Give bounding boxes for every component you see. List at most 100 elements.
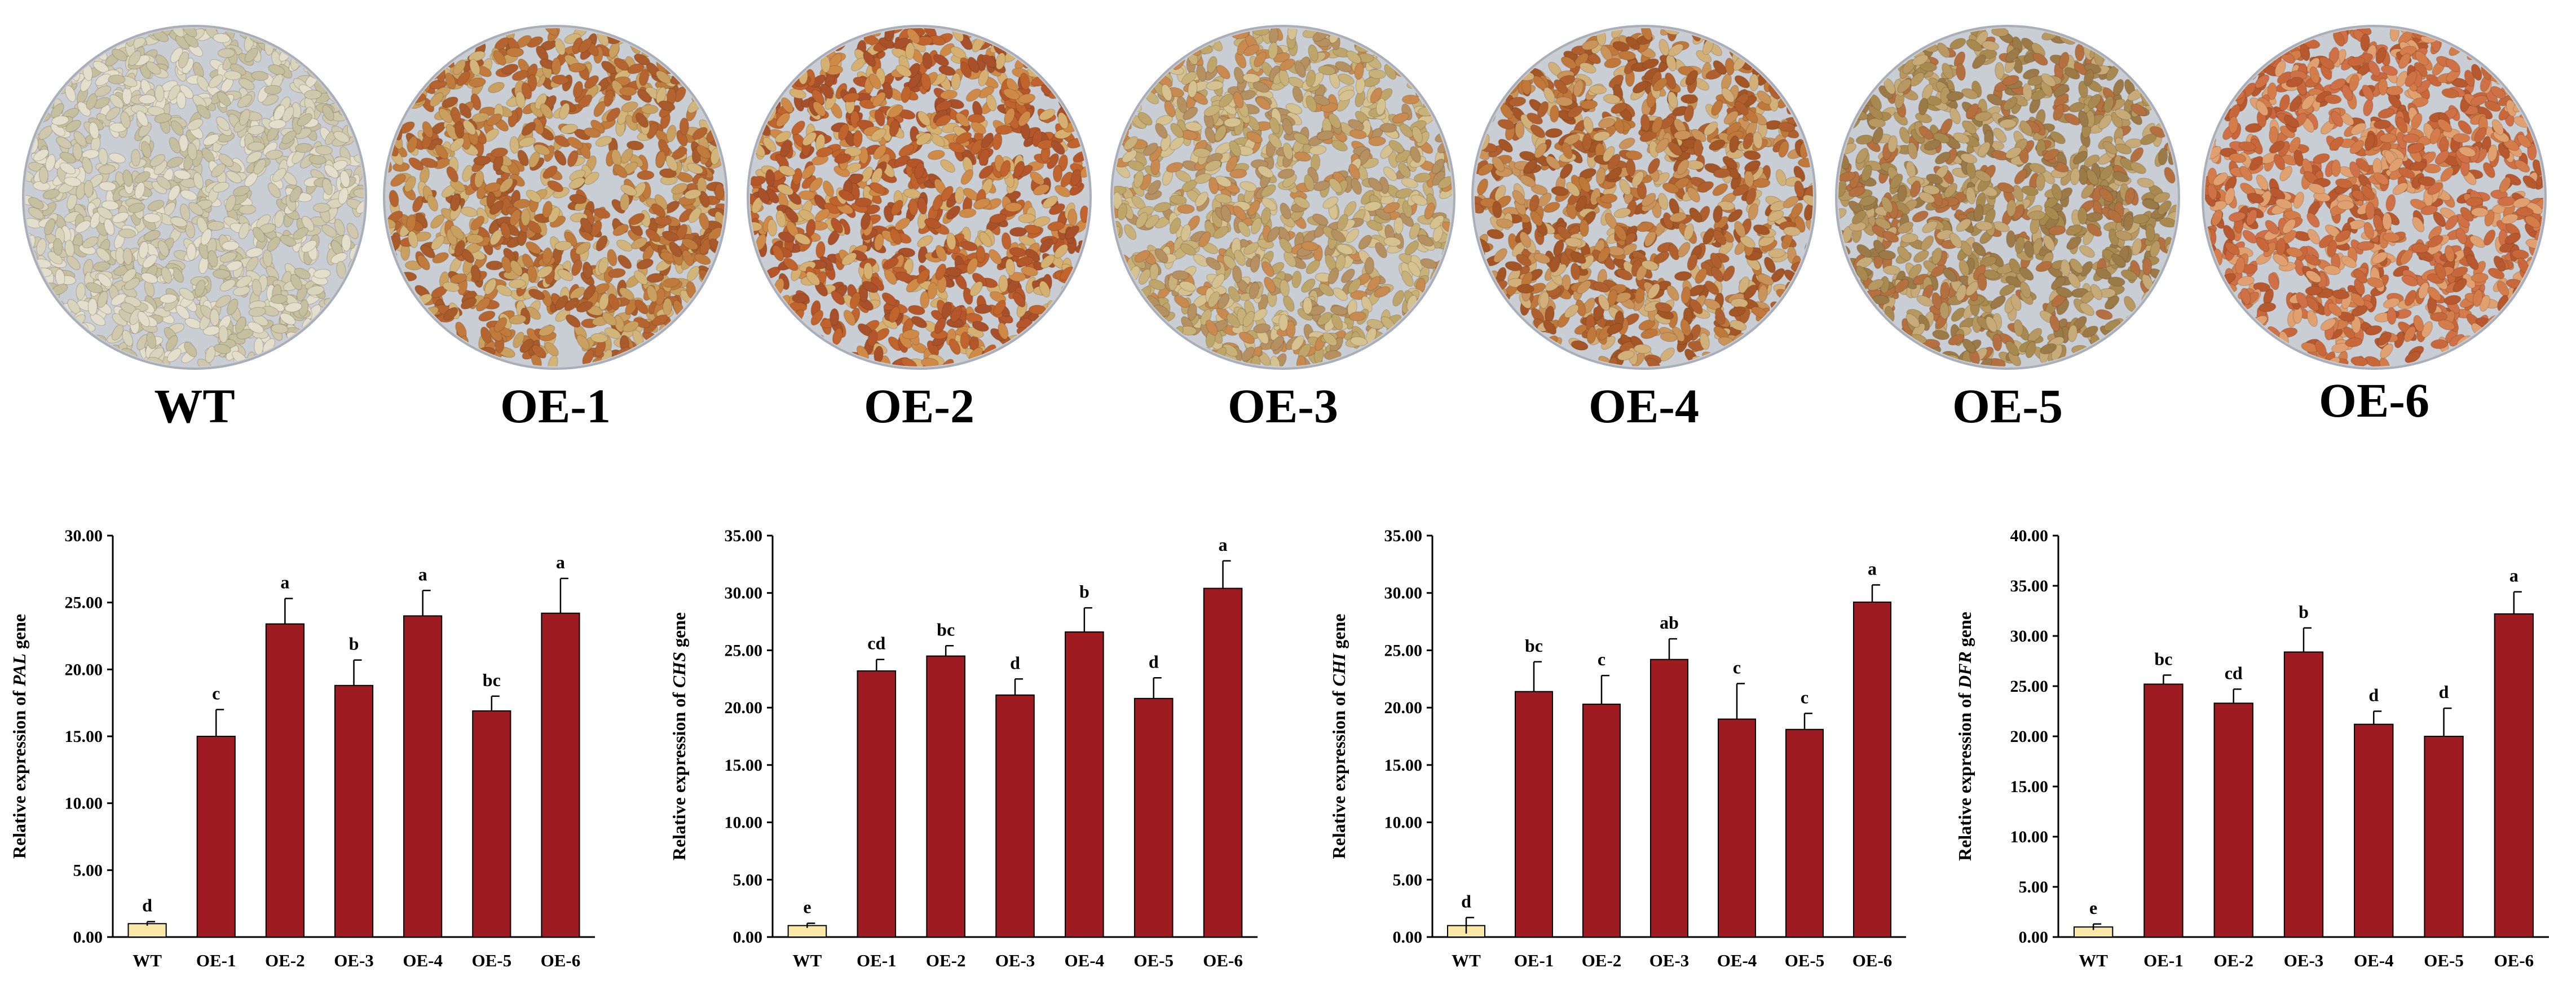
significance-letter: a [556,552,565,572]
significance-letter: d [142,895,152,916]
x-tick-label: OE-4 [403,951,443,970]
y-tick-label: 25.00 [1384,641,1423,660]
x-tick-label: WT [793,951,822,970]
x-tick-label: OE-6 [1852,951,1893,970]
y-tick-label: 40.00 [2010,527,2049,545]
significance-letter: a [1868,558,1877,578]
x-tick-label: OE-4 [1717,951,1757,970]
y-tick-label: 10.00 [65,794,103,813]
significance-letter: bc [2154,648,2172,669]
significance-letter: bc [1525,635,1543,656]
significance-letter: e [2089,898,2097,918]
x-tick-label: OE-6 [1203,951,1243,970]
y-tick-label: 10.00 [725,814,763,832]
y-tick-label: 15.00 [65,727,103,746]
x-tick-label: OE-3 [334,951,374,970]
x-tick-label: OE-2 [1582,951,1622,970]
y-tick-label: 15.00 [2010,777,2049,796]
y-tick-label: 20.00 [2010,727,2049,746]
x-tick-label: OE-2 [2213,951,2253,970]
y-tick-label: 0.00 [2019,928,2049,947]
bar-oe-2 [1583,704,1620,937]
bar-oe-2 [927,656,965,937]
y-tick-label: 25.00 [725,641,763,660]
seed-label-oe-3: OE-3 [1125,378,1441,434]
y-tick-label: 0.00 [1393,928,1423,947]
significance-letter: ab [1660,612,1679,633]
x-tick-label: OE-2 [926,951,966,970]
y-axis-label: Relative expression of PAL gene [9,614,29,859]
x-tick-label: OE-1 [196,951,236,970]
x-tick-label: WT [1452,951,1481,970]
x-tick-label: OE-5 [471,951,511,970]
significance-letter: b [1079,581,1089,602]
significance-letter: d [1461,891,1471,911]
seed-dish-oe-4 [1458,11,1830,383]
significance-letter: bc [937,619,955,639]
significance-letter: a [418,564,427,584]
significance-letter: b [2299,602,2309,622]
y-tick-label: 30.00 [65,527,103,545]
bar-oe-1 [2144,684,2182,937]
seed-label-oe-6: OE-6 [2216,372,2532,428]
x-tick-label: OE-1 [1514,951,1554,970]
x-tick-label: OE-3 [1649,951,1690,970]
x-tick-label: OE-1 [2143,951,2184,970]
y-tick-label: 10.00 [1384,814,1423,832]
y-tick-label: 25.00 [65,594,103,612]
x-tick-label: OE-5 [2424,951,2464,970]
significance-letter: d [1149,651,1159,671]
y-tick-label: 20.00 [65,660,103,679]
y-tick-label: 35.00 [1384,527,1423,545]
seed-label-oe-1: OE-1 [398,378,713,434]
significance-letter: c [212,683,220,704]
bar-oe-4 [2354,724,2393,937]
bar-oe-6 [2495,614,2533,937]
y-tick-label: 30.00 [725,584,763,603]
y-tick-label: 0.00 [733,928,763,947]
bar-oe-5 [1135,699,1173,937]
y-axis-label: Relative expression of CHS gene [669,612,689,860]
bar-oe-6 [1204,589,1242,937]
bar-oe-2 [2215,703,2253,937]
y-axis-label: Relative expression of DFR gene [1955,612,1975,861]
bar-oe-5 [2424,736,2463,937]
significance-letter: c [1733,657,1741,677]
y-tick-label: 35.00 [725,527,763,545]
bar-oe-2 [266,624,304,937]
seed-label-oe-2: OE-2 [761,378,1077,434]
bar-oe-1 [858,671,896,937]
seed-label-oe-4: OE-4 [1486,378,1802,434]
bar-oe-4 [1065,632,1104,937]
seed-dish-oe-5 [1821,11,2194,383]
seed-dish-oe-6 [2188,11,2560,383]
significance-letter: c [1801,687,1809,707]
bar-oe-3 [335,686,373,937]
y-tick-label: 0.00 [73,928,103,947]
bar-oe-3 [1651,660,1688,937]
bar-oe-4 [1718,719,1755,937]
bar-oe-3 [2284,652,2323,937]
bar-oe-3 [996,695,1034,937]
y-tick-label: 35.00 [2010,577,2049,595]
significance-letter: cd [867,633,885,653]
x-tick-label: WT [133,951,162,970]
seed-dish-oe-3 [1097,11,1469,383]
significance-letter: d [2368,685,2379,705]
seed-dish-oe-1 [369,11,742,383]
significance-letter: cd [2225,662,2243,683]
significance-letter: a [1219,534,1228,555]
bar-oe-1 [197,736,235,937]
significance-letter: d [1010,652,1020,673]
significance-letter: e [803,897,811,917]
bar-oe-4 [404,616,442,937]
seed-dish-oe-2 [733,11,1105,383]
x-tick-label: WT [2079,951,2108,970]
x-tick-label: OE-1 [857,951,897,970]
y-tick-label: 10.00 [2010,828,2049,846]
x-tick-label: OE-4 [2354,951,2394,970]
